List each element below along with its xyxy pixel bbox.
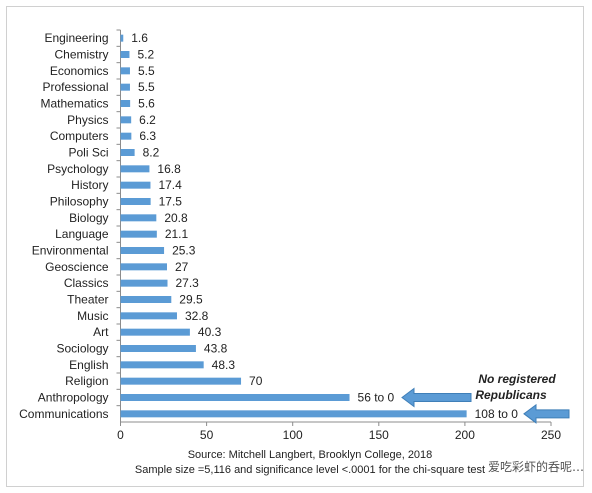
bar	[120, 361, 204, 369]
data-label: 21.1	[165, 227, 189, 241]
data-label: 16.8	[157, 162, 181, 176]
annotation-arrow-anthropology	[401, 387, 472, 408]
bar	[120, 230, 157, 238]
x-tick-label: 200	[455, 428, 475, 442]
data-label: 20.8	[164, 211, 188, 225]
data-label: 40.3	[198, 325, 222, 339]
bar	[120, 181, 151, 189]
bar	[120, 100, 131, 107]
data-label: 6.2	[139, 113, 156, 127]
x-tick-label: 50	[200, 428, 214, 442]
category-label: Anthropology	[38, 391, 109, 405]
x-tick-label: 150	[369, 428, 389, 442]
x-tick-label: 250	[541, 428, 561, 442]
data-label: 8.2	[143, 146, 160, 160]
annotation-line-2: Republicans	[475, 388, 547, 402]
category-label: English	[69, 358, 108, 372]
data-label: 27.3	[176, 276, 200, 290]
data-label: 25.3	[172, 244, 196, 258]
x-tick-label: 100	[283, 428, 303, 442]
data-label: 5.5	[138, 64, 155, 78]
data-label: 17.5	[159, 195, 183, 209]
category-label: Music	[77, 309, 108, 323]
category-label: Engineering	[44, 31, 108, 45]
category-label: Sociology	[56, 342, 108, 356]
bar	[120, 328, 190, 336]
data-label: 48.3	[212, 358, 236, 372]
category-label: Poli Sci	[68, 146, 108, 160]
bar	[120, 132, 132, 140]
data-label: 6.3	[139, 129, 156, 143]
data-label: 29.5	[179, 293, 203, 307]
chart-frame	[6, 6, 584, 487]
category-label: Language	[55, 227, 109, 241]
bar	[120, 198, 151, 205]
bar	[120, 345, 196, 352]
category-label: Geoscience	[45, 260, 109, 274]
bar	[120, 34, 124, 42]
source-note: Source: Mitchell Langbert, Brooklyn Coll…	[187, 449, 433, 461]
category-label: History	[71, 178, 108, 192]
x-tick-label: 0	[117, 428, 124, 442]
annotation-arrow-communications	[523, 403, 570, 424]
category-label: Theater	[67, 293, 108, 307]
category-label: Chemistry	[54, 48, 108, 62]
sample-size-note: Sample size =5,116 and significance leve…	[134, 464, 486, 476]
category-label: Economics	[50, 64, 109, 78]
data-label: 108 to 0	[475, 407, 519, 421]
data-label: 17.4	[158, 178, 182, 192]
bar	[120, 279, 168, 287]
data-label: 1.6	[131, 31, 148, 45]
category-label: Classics	[64, 276, 109, 290]
bar	[120, 214, 157, 222]
category-label: Psychology	[47, 162, 108, 176]
annotation-line-1: No registered	[478, 372, 556, 386]
bar	[120, 149, 135, 156]
bar	[120, 263, 167, 271]
category-label: Professional	[42, 80, 108, 94]
category-label: Communications	[19, 407, 108, 421]
bar	[120, 51, 130, 58]
bar	[120, 410, 467, 418]
bar	[120, 312, 177, 320]
data-label: 5.2	[137, 48, 154, 62]
bar	[120, 394, 350, 401]
data-label: 27	[175, 260, 189, 274]
category-label: Biology	[69, 211, 108, 225]
bar	[120, 247, 165, 254]
data-label: 5.5	[138, 80, 155, 94]
category-label: Art	[93, 325, 109, 339]
bar	[120, 165, 150, 173]
data-label: 56 to 0	[358, 391, 395, 405]
bar	[120, 116, 132, 124]
bar	[120, 83, 130, 91]
bar	[120, 377, 242, 385]
category-label: Philosophy	[50, 195, 109, 209]
data-label: 43.8	[204, 342, 228, 356]
category-label: Religion	[65, 374, 108, 388]
category-label: Environmental	[32, 244, 109, 258]
category-label: Computers	[50, 129, 109, 143]
bar	[120, 67, 130, 75]
data-label: 5.6	[138, 97, 155, 111]
bar	[120, 296, 172, 303]
data-label: 32.8	[185, 309, 209, 323]
watermark: 爱吃彩虾的呑呢…	[488, 460, 585, 474]
data-label: 70	[249, 374, 263, 388]
category-label: Mathematics	[40, 97, 108, 111]
category-label: Physics	[67, 113, 108, 127]
